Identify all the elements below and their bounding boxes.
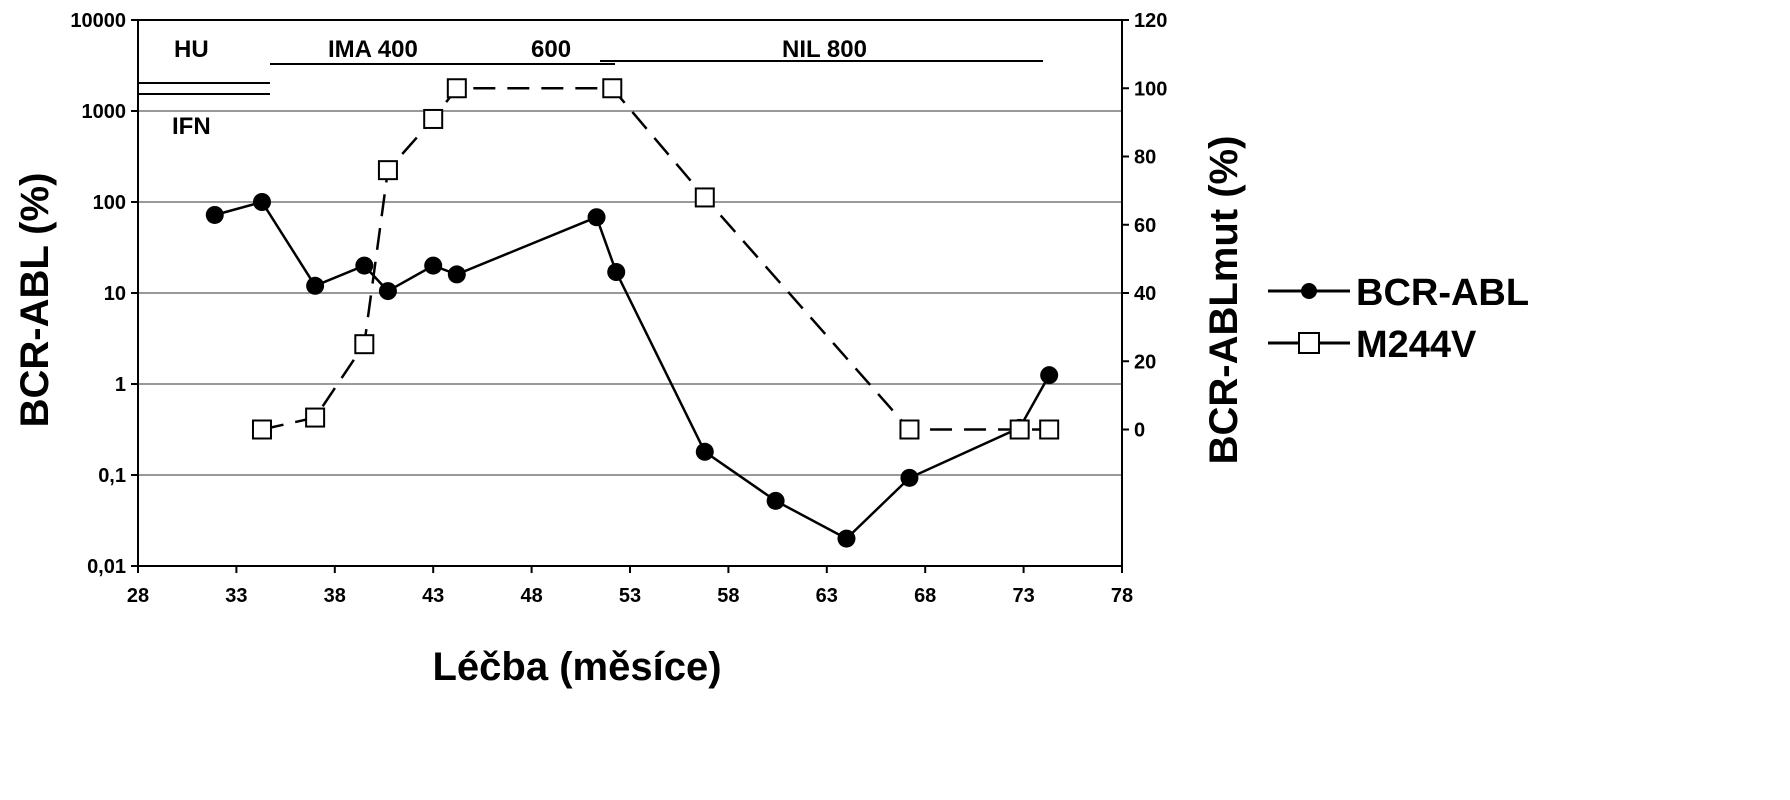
y-tick-label: 0,01: [87, 556, 126, 578]
point-bcr-abl: [587, 208, 606, 227]
point-m244v: [377, 160, 398, 181]
point-bcr-abl: [252, 193, 271, 211]
point-bcr-abl: [766, 491, 785, 510]
annotation-hu: HU: [174, 36, 209, 63]
y2-tick-label: 100: [1134, 78, 1167, 100]
legend: BCR-ABL M244V: [1268, 272, 1529, 366]
x-tick-label: 33: [225, 585, 247, 607]
series: [205, 78, 1060, 548]
point-bcr-abl: [607, 263, 626, 282]
y2-tick-label: 40: [1134, 283, 1156, 305]
point-m244v: [1009, 419, 1030, 440]
x-tick-label: 48: [520, 585, 542, 607]
point-m244v: [354, 334, 375, 355]
legend-label-m244v: M244V: [1356, 324, 1477, 366]
point-m244v: [694, 187, 715, 208]
point-m244v: [1039, 419, 1060, 440]
y2-tick-label: 60: [1134, 215, 1156, 237]
series-line-bcr-abl: [214, 200, 1051, 541]
x-tick-label: 68: [914, 585, 936, 607]
annotation-nil-800: NIL 800: [782, 36, 867, 63]
point-m244v: [602, 78, 623, 99]
x-tick-label: 78: [1111, 585, 1133, 607]
y-tick-label: 100: [93, 192, 126, 214]
x-tick-label: 73: [1012, 585, 1034, 607]
point-m244v: [899, 419, 920, 440]
annotation-ima-400: IMA 400: [328, 36, 418, 63]
annotation-ifn: IFN: [172, 113, 211, 140]
legend-item-bcr-abl: BCR-ABL: [1268, 272, 1529, 314]
point-m244v: [251, 419, 272, 440]
point-bcr-abl: [837, 529, 856, 548]
series-line-m244v: [261, 87, 1050, 431]
legend-item-m244v: M244V: [1268, 324, 1477, 366]
x-tick-label: 43: [422, 585, 444, 607]
legend-marker-m244v: [1298, 332, 1320, 354]
point-bcr-abl: [378, 282, 397, 301]
y2-tick-label: 0: [1134, 420, 1145, 442]
point-bcr-abl: [900, 468, 919, 487]
y-axis-title: BCR-ABL (%): [13, 173, 57, 428]
legend-marker-bcr-abl: [1301, 283, 1317, 299]
point-bcr-abl: [447, 265, 466, 284]
y-tick-label: 10: [104, 283, 126, 305]
point-bcr-abl: [355, 256, 374, 275]
point-bcr-abl: [306, 276, 325, 295]
y2-axis-title: BCR-ABLmut (%): [1202, 136, 1246, 465]
point-m244v: [423, 108, 444, 129]
point-m244v: [305, 407, 326, 428]
x-tick-label: 53: [619, 585, 641, 607]
axes: 0,01 0,1 1 10 100 1000 10000 0 20 40 60 80 100 120 28 3…: [70, 10, 1167, 607]
x-tick-label: 63: [816, 585, 838, 607]
gridlines: [138, 110, 1122, 476]
x-tick-label: 58: [717, 585, 739, 607]
treatment-annotations: HU IFN IMA 400 600 NIL 800: [138, 36, 1043, 140]
y-tick-label: 1: [115, 374, 126, 396]
point-bcr-abl: [695, 442, 714, 461]
y2-tick-label: 120: [1134, 10, 1167, 32]
x-tick-label: 28: [127, 585, 149, 607]
y-tick-label: 10000: [70, 10, 126, 32]
y-tick-label: 0,1: [98, 465, 126, 487]
x-axis-title: Léčba (měsíce): [432, 645, 721, 689]
point-bcr-abl: [1040, 366, 1059, 385]
point-bcr-abl: [205, 205, 224, 224]
y2-tick-label: 80: [1134, 147, 1156, 169]
point-m244v: [446, 78, 467, 99]
annotation-600: 600: [531, 36, 571, 63]
y2-tick-label: 20: [1134, 351, 1156, 373]
x-tick-label: 38: [324, 585, 346, 607]
point-bcr-abl: [424, 256, 443, 275]
legend-label-bcr-abl: BCR-ABL: [1356, 272, 1529, 314]
y-tick-label: 1000: [82, 101, 127, 123]
